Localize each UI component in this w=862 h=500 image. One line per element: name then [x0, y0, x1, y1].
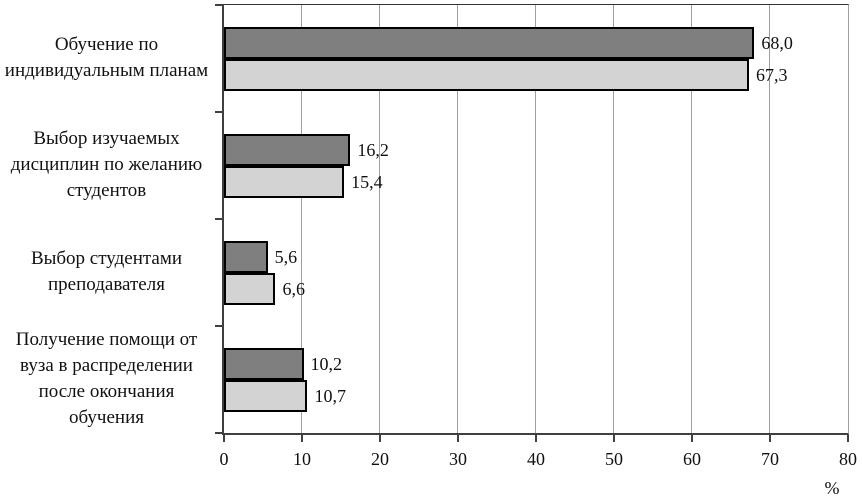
bar-light-gray-series-cat0	[224, 58, 749, 91]
category-axis-tick-3	[215, 325, 224, 327]
x-axis-tick-label-20: 20	[371, 449, 389, 469]
category-axis-tick-4	[215, 432, 224, 434]
x-axis-tick-60	[691, 435, 693, 442]
gridline-50	[613, 5, 614, 433]
x-axis-tick-10	[301, 435, 303, 442]
gridline-30	[457, 5, 458, 433]
x-axis-tick-label-30: 30	[449, 449, 467, 469]
category-label-3: Получение помощи от вуза в распределении п…	[0, 325, 213, 432]
value-label-light-gray-series-cat2: 6,6	[282, 278, 305, 299]
category-label-1: Выбор изучаемых дисциплин по желанию студе…	[0, 111, 213, 218]
value-label-light-gray-series-cat0: 67,3	[755, 64, 788, 85]
gridlines-layer	[224, 5, 848, 433]
gridline-60	[691, 5, 692, 433]
category-label-0: Обучение по индивидуальным планам	[0, 4, 213, 111]
category-label-text-3: Получение помощи от вуза в распределении п…	[15, 328, 198, 428]
gridline-10	[301, 5, 302, 433]
x-axis-tick-70	[769, 435, 771, 442]
category-axis-tick-1	[215, 111, 224, 113]
bar-light-gray-series-cat3	[224, 379, 308, 412]
bar-light-gray-series-cat1	[224, 165, 345, 198]
value-label-dark-gray-series-cat2: 5,6	[274, 246, 298, 267]
value-label-light-gray-series-cat1: 15,4	[351, 171, 383, 192]
bar-light-gray-series-cat2	[224, 272, 276, 305]
gridline-70	[769, 5, 770, 433]
value-label-dark-gray-series-cat1: 16,2	[357, 139, 389, 160]
x-axis-tick-label-10: 10	[293, 449, 311, 469]
category-axis-tick-2	[215, 218, 224, 220]
bar-dark-gray-series-cat3	[224, 347, 304, 380]
bar-dark-gray-series-cat0	[224, 26, 755, 59]
plot-area: 68,0 67,3 16,2 15,4 5,6 6,6 10,2 10,7	[222, 4, 849, 435]
x-axis-tick-label-0: 0	[219, 449, 229, 469]
x-axis-tick-0	[223, 435, 225, 442]
x-axis-tick-label-40: 40	[527, 449, 545, 469]
x-axis-tick-20	[379, 435, 381, 442]
category-label-text-1: Выбор изучаемых дисциплин по желанию студе…	[10, 127, 203, 201]
bars-layer: 68,0 67,3 16,2 15,4 5,6 6,6 10,2 10,7	[224, 5, 848, 433]
x-axis-tick-label-50: 50	[605, 449, 623, 469]
x-axis-tick-80	[847, 435, 849, 442]
category-label-2: Выбор студентами преподавателя	[0, 218, 213, 325]
x-axis-tick-label-60: 60	[683, 449, 701, 469]
value-label-light-gray-series-cat3: 10,7	[314, 385, 346, 406]
category-label-text-2: Выбор студентами преподавателя	[30, 247, 183, 295]
value-label-dark-gray-series-cat3: 10,2	[310, 353, 343, 374]
bar-dark-gray-series-cat2	[224, 240, 268, 273]
category-axis-tick-0	[215, 4, 224, 6]
bar-dark-gray-series-cat1	[224, 133, 351, 166]
x-axis-unit-label: %	[824, 478, 840, 498]
x-axis-tick-40	[535, 435, 537, 442]
x-axis-tick-label-80: 80	[839, 449, 857, 469]
gridline-40	[535, 5, 536, 433]
x-axis-tick-label-70: 70	[761, 449, 779, 469]
x-axis-tick-30	[457, 435, 459, 442]
x-axis-tick-50	[613, 435, 615, 442]
category-label-text-0: Обучение по индивидуальным планам	[4, 33, 209, 81]
value-label-dark-gray-series-cat0: 68,0	[761, 32, 793, 53]
gridline-20	[379, 5, 380, 433]
